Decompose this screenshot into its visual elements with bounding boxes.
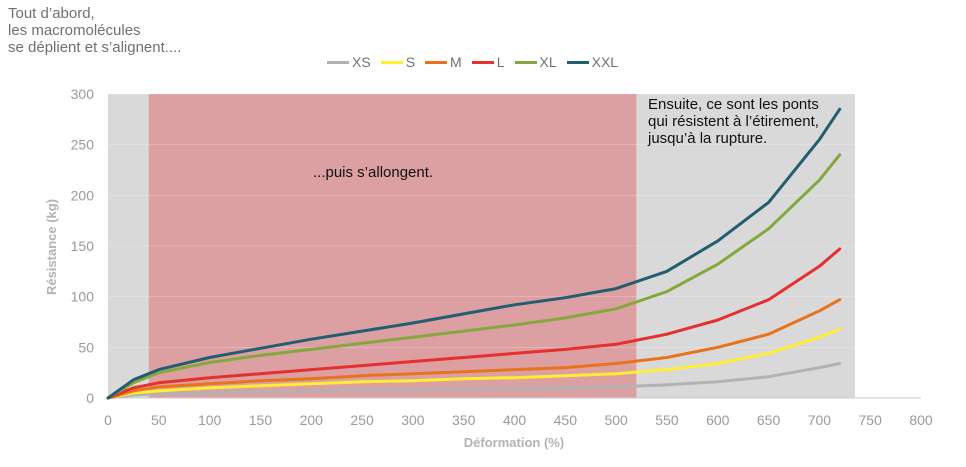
series-line-xxl [106,107,842,400]
annotation-middle: ...puis s’allongent. [313,164,434,181]
legend-label: XL [539,54,557,70]
annotation-right-line-1: Ensuite, ce sont les ponts [648,96,819,113]
legend-swatch [514,60,537,64]
x-tick-label: 250 [350,412,374,428]
x-axis-title: Déformation (%) [464,435,564,450]
series-line-m [106,298,842,400]
legend-swatch [471,60,494,64]
y-axis-ticks: 0 50 100 150 200 250 300 [71,86,95,406]
series-line-l [106,247,842,400]
annotation-right-line-3: jusqu’à la rupture. [648,130,768,147]
x-tick-label: 450 [554,412,578,428]
y-axis-title: Résistance (kg) [44,199,59,295]
y-tick-label: 50 [78,339,94,355]
legend-item-xs: XS [327,54,371,70]
y-tick-label: 150 [71,238,95,254]
x-tick-label: 150 [249,412,273,428]
legend-swatch [566,60,589,64]
legend-item-s: S [380,54,416,70]
x-tick-label: 650 [757,412,781,428]
annotation-top-left-line-2: les macromolécules [8,22,141,39]
annotation-top-left: Tout d’abord, les macromolécules se dépl… [8,5,268,56]
legend-label: L [496,54,505,70]
x-tick-label: 400 [503,412,527,428]
legend-swatch [327,60,349,64]
chart-legend: XS S M L XL XXL [327,54,628,70]
y-tick-label: 250 [71,137,95,153]
annotation-top-left-line-3: se déplient et s’alignent.... [8,39,182,56]
x-tick-label: 600 [706,412,730,428]
x-tick-label: 750 [859,412,883,428]
chart-regions [108,94,855,398]
gridlines [108,93,921,399]
x-tick-label: 550 [655,412,679,428]
legend-item-xxl: XXL [566,54,619,70]
series-line-xs [106,362,842,400]
x-tick-label: 200 [300,412,324,428]
x-tick-label: 500 [604,412,628,428]
x-tick-label: 700 [808,412,832,428]
legend-item-l: L [471,54,505,70]
annotation-right: Ensuite, ce sont les ponts qui résistent… [648,96,858,147]
legend-label: XS [352,54,371,70]
legend-label: XXL [591,54,619,70]
legend-label: S [405,54,416,70]
x-tick-label: 350 [452,412,476,428]
legend-item-xl: XL [514,54,557,70]
x-tick-label: 0 [104,412,112,428]
legend-label: M [450,54,462,70]
y-tick-label: 0 [86,390,94,406]
series-line-s [106,327,842,400]
legend-swatch [380,60,403,64]
y-tick-label: 100 [71,289,95,305]
x-tick-label: 300 [401,412,425,428]
x-tick-label: 800 [909,412,933,428]
x-tick-label: 100 [198,412,222,428]
annotation-top-left-line-1: Tout d’abord, [8,5,95,22]
legend-swatch [425,60,448,64]
y-tick-label: 300 [71,86,95,102]
region-1 [148,94,637,398]
series-line-xl [106,153,842,400]
annotation-right-line-2: qui résistent à l’étirement, [648,113,819,130]
region-0 [108,94,149,398]
chart-series [106,107,842,400]
x-tick-label: 50 [151,412,167,428]
y-tick-label: 200 [71,187,95,203]
x-axis-ticks: 0 50 100 150 200 250 300 350 400 450 500 550 600 650 7… [104,412,933,428]
legend-item-m: M [425,54,462,70]
